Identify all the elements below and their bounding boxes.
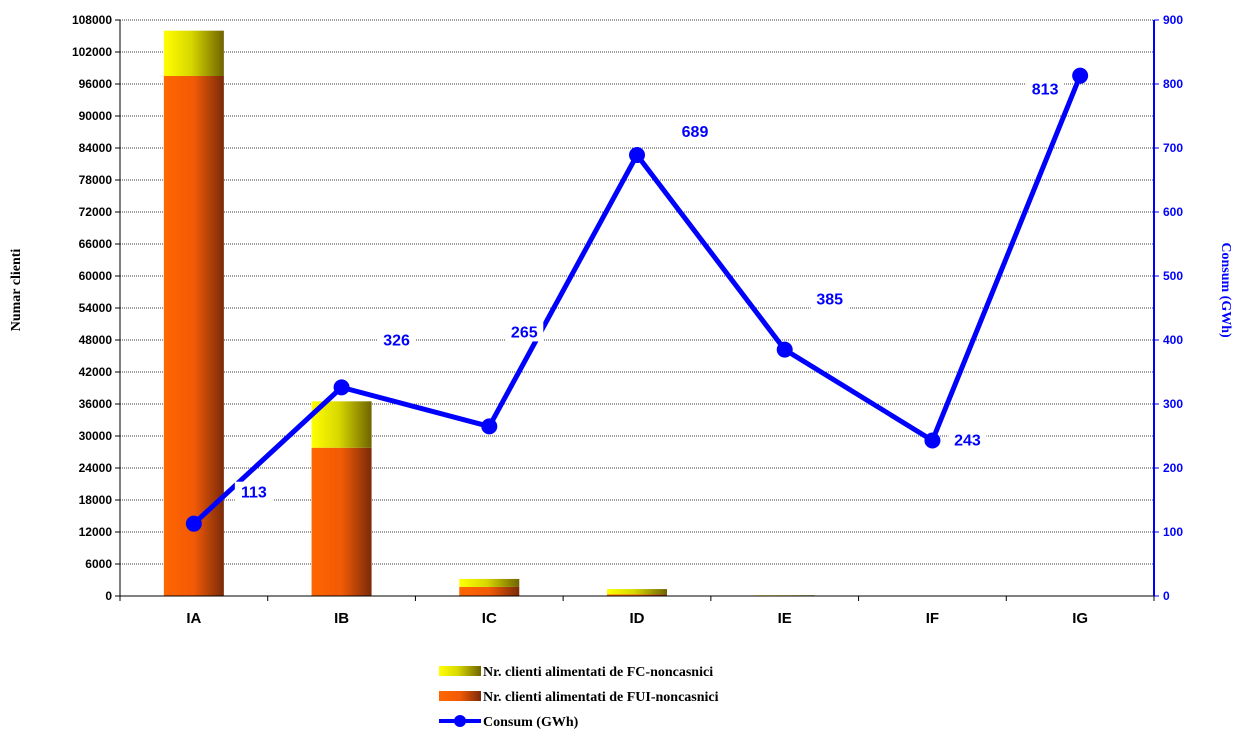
data-label-background	[948, 429, 987, 450]
data-label: 326	[383, 332, 410, 349]
y-tick-label-left: 108000	[72, 13, 112, 27]
y-tick-label-left: 42000	[79, 365, 113, 379]
y-axis-title-left: Numar clienti	[9, 249, 24, 332]
y-tick-label-left: 78000	[79, 173, 113, 187]
data-label: 689	[682, 124, 709, 141]
data-label: 813	[1032, 82, 1059, 99]
y-tick-label-left: 66000	[79, 237, 113, 251]
y-tick-label-left: 102000	[72, 45, 112, 59]
bar-series	[163, 30, 1111, 596]
consum-marker	[776, 341, 793, 358]
x-tick-label: IB	[334, 610, 349, 627]
legend-label-consum: Consum (GWh)	[483, 715, 579, 730]
data-label: 243	[954, 432, 981, 449]
y-tick-label-left: 24000	[79, 461, 113, 475]
y-tick-label-left: 54000	[79, 301, 113, 315]
axes	[115, 19, 1159, 601]
data-label-background	[505, 321, 544, 342]
legend-swatch-fui	[439, 691, 481, 701]
y-tick-label-right: 900	[1163, 13, 1183, 27]
y-tick-label-right: 0	[1163, 589, 1170, 603]
data-label: 385	[816, 292, 843, 309]
y-tick-label-right: 300	[1163, 397, 1183, 411]
y-tick-label-right: 400	[1163, 333, 1183, 347]
x-tick-label: IF	[926, 610, 939, 627]
consum-marker	[333, 379, 350, 396]
legend-label-fui: Nr. clienti alimentati de FUI-noncasnici	[483, 690, 719, 705]
y-tick-label-left: 72000	[79, 205, 113, 219]
x-tick-label: IG	[1072, 610, 1088, 627]
y-tick-label-right: 800	[1163, 77, 1183, 91]
y-tick-label-left: 0	[105, 589, 112, 603]
legend-swatch-marker	[454, 715, 466, 727]
x-tick-label: IA	[186, 610, 201, 627]
bar-fc-noncasnici	[163, 30, 224, 77]
data-label-background	[1026, 78, 1065, 99]
consum-marker	[1072, 67, 1089, 84]
y-tick-label-left: 96000	[79, 77, 113, 91]
x-tick-label: IC	[482, 610, 497, 627]
consum-marker	[481, 418, 498, 435]
y-tick-label-right: 200	[1163, 461, 1183, 475]
legend-label-fc: Nr. clienti alimentati de FC-noncasnici	[483, 665, 713, 680]
x-tick-label: IE	[778, 610, 792, 627]
consum-marker	[185, 515, 202, 532]
y-tick-label-left: 36000	[79, 397, 113, 411]
consum-marker	[629, 147, 645, 164]
data-label: 265	[511, 324, 538, 341]
y-tick-label-right: 600	[1163, 205, 1183, 219]
data-label-background	[377, 329, 416, 350]
y-tick-label-right: 700	[1163, 141, 1183, 155]
consum-marker	[924, 432, 941, 449]
y-tick-label-left: 18000	[79, 493, 113, 507]
y-tick-label-left: 6000	[85, 557, 112, 571]
bar-fui-noncasnici	[311, 447, 372, 596]
line-series: 113 326 265 689 385 243 813	[185, 67, 1089, 532]
tick-labels: 0600012000180002400030000360004200048000…	[72, 13, 1183, 627]
bar-fui-noncasnici	[459, 586, 520, 596]
data-label-background	[810, 288, 849, 309]
y-tick-label-left: 90000	[79, 109, 113, 123]
gridlines	[120, 19, 1154, 565]
bar-fui-noncasnici	[607, 594, 667, 596]
y-tick-label-left: 48000	[79, 333, 113, 347]
y-tick-label-right: 500	[1163, 269, 1183, 283]
y-tick-label-left: 12000	[79, 525, 113, 539]
data-label-background	[676, 121, 714, 142]
y-tick-label-right: 100	[1163, 525, 1183, 539]
legend-swatch-fc	[439, 666, 481, 676]
y-axis-title-right: Consum (GWh)	[1218, 242, 1233, 338]
data-label-background	[234, 481, 273, 502]
bar-fui-noncasnici	[163, 76, 224, 596]
bar-fc-noncasnici	[459, 578, 520, 587]
data-label: 113	[241, 485, 267, 502]
y-tick-label-left: 30000	[79, 429, 113, 443]
bar-fc-noncasnici	[607, 589, 667, 595]
legend: Nr. clienti alimentati de FC-noncasnici …	[439, 665, 719, 730]
y-tick-label-left: 60000	[79, 269, 113, 283]
x-tick-label: ID	[630, 610, 645, 627]
y-tick-label-left: 84000	[79, 141, 113, 155]
